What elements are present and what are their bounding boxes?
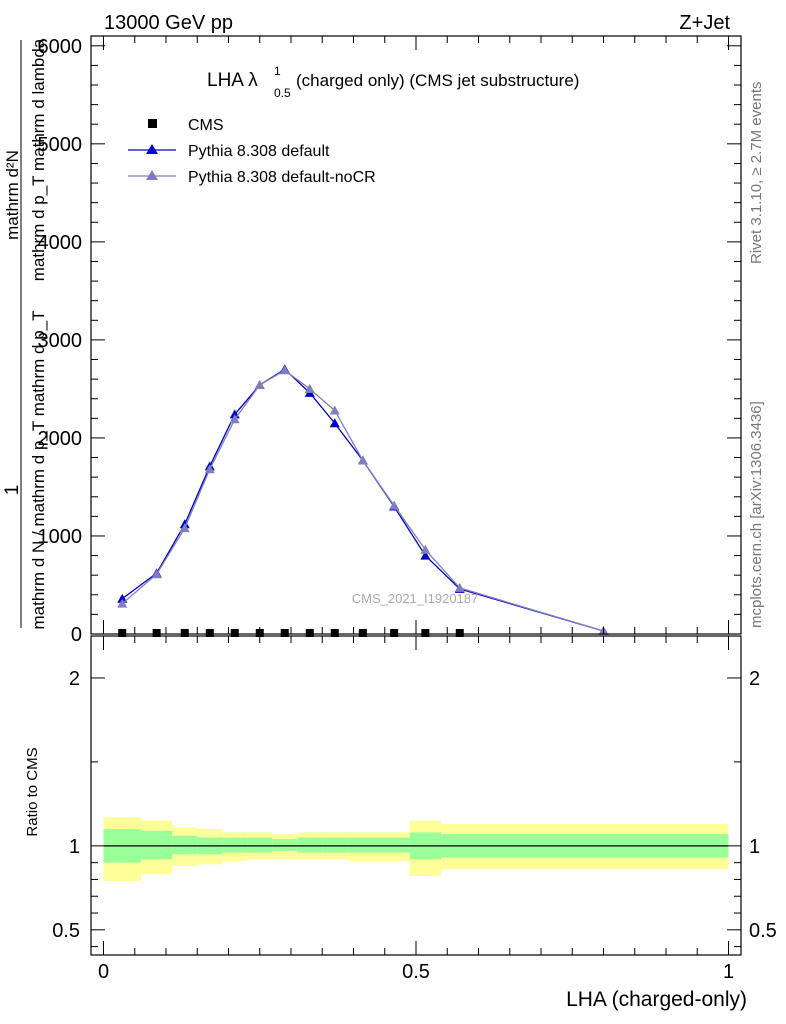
ratio-y-tick-label-left: 0.5 — [52, 920, 80, 942]
ratio-band-inner — [272, 839, 298, 851]
ratio-y-tick-label-right: 2 — [749, 668, 760, 690]
ratio-panel-bands — [103, 817, 729, 882]
main-y-tick-label: 0 — [71, 624, 82, 646]
main-y-tick-label: 4000 — [38, 232, 83, 254]
cms-data-point — [455, 629, 464, 637]
pythia-default-point — [420, 550, 431, 560]
analysis-watermark: CMS_2021_I1920187 — [352, 591, 479, 606]
ratio-y-tick-label-right: 0.5 — [749, 920, 777, 942]
legend-default-label: Pythia 8.308 default — [188, 143, 330, 160]
legend-default-marker — [146, 144, 158, 154]
ratio-band-inner — [141, 830, 173, 860]
main-y-tick-label: 5000 — [38, 134, 83, 156]
ylabel-lower: mathrm d N / mathrm d p_T mathrm d p_T — [29, 311, 48, 630]
pythia-nocr-point — [420, 544, 431, 554]
main-y-tick-label: 1000 — [38, 526, 83, 548]
pythia-nocr-point — [204, 464, 215, 474]
ratio-band-inner — [222, 837, 248, 853]
cms-data-point — [330, 629, 339, 637]
ratio-band-inner — [172, 835, 198, 855]
plot-title-sub: 0.5 — [274, 86, 291, 100]
main-y-tick-label: 2000 — [38, 428, 83, 450]
x-axis-label: LHA (charged-only) — [566, 988, 747, 1011]
plot-title-rest: (charged only) (CMS jet substructure) — [296, 71, 579, 90]
ylabel-numerator: mathrm d²N — [3, 150, 22, 240]
main-y-tick-label: 3000 — [38, 330, 83, 352]
pythia-nocr-point — [454, 582, 465, 592]
cms-data-point — [305, 629, 314, 637]
ratio-band-inner — [297, 837, 323, 853]
cms-data-point — [390, 629, 399, 637]
cms-data-point — [358, 629, 367, 637]
main-y-axis-label: 1 mathrm d²N mathrm d p_T mathrm d lambd… — [2, 38, 48, 629]
ratio-y-tick-label-left: 2 — [69, 668, 80, 690]
ratio-y-axis-label: Ratio to CMS — [24, 747, 41, 836]
pythia-nocr-point — [254, 379, 265, 389]
cms-data-point — [230, 629, 239, 637]
legend-nocr-label: Pythia 8.308 default-noCR — [188, 169, 376, 186]
pythia-default-line — [121, 368, 604, 632]
pythia-default-point — [329, 418, 340, 428]
ratio-y-tick-label-right: 1 — [749, 836, 760, 858]
pythia-nocr-point — [304, 383, 315, 393]
cms-data-point — [180, 629, 189, 637]
pythia-nocr-point — [279, 365, 290, 375]
cms-data-point — [118, 629, 127, 637]
ylabel-one: 1 — [2, 485, 23, 496]
ratio-panel-frame — [90, 635, 742, 956]
x-tick-label: 0 — [98, 961, 109, 983]
cms-data-point — [421, 629, 430, 637]
main-panel-series — [117, 364, 609, 637]
header-energy: 13000 GeV pp — [104, 12, 233, 34]
pythia-nocr-point — [179, 523, 190, 533]
pythia-nocr-point — [117, 598, 128, 608]
legend-cms-label: CMS — [188, 117, 224, 134]
pythia-nocr-point — [229, 414, 240, 424]
pythia-nocr-point — [389, 500, 400, 510]
main-y-tick-label: 6000 — [38, 36, 83, 58]
ratio-band-inner — [322, 837, 348, 853]
pythia-nocr-point — [329, 405, 340, 415]
x-tick-label: 1 — [723, 961, 734, 983]
pythia-nocr-point — [357, 455, 368, 465]
ratio-band-inner — [378, 837, 410, 853]
plot-title-main: LHA λ — [207, 70, 258, 91]
legend: CMS Pythia 8.308 default Pythia 8.308 de… — [128, 117, 376, 186]
header-process: Z+Jet — [679, 12, 730, 34]
pythia-default-point — [117, 593, 128, 603]
plot-title-sup: 1 — [274, 64, 281, 78]
ratio-band-inner — [347, 837, 379, 853]
rivet-version: Rivet 3.1.10, ≥ 2.7M events — [748, 82, 765, 265]
legend-cms-marker — [148, 119, 157, 128]
ratio-y-tick-label-left: 1 — [69, 836, 80, 858]
ylabel-denominator: mathrm d p_T mathrm d lambda — [29, 38, 48, 281]
pythia-nocr-line — [121, 369, 604, 632]
x-tick-label: 0.5 — [402, 961, 430, 983]
pythia-nocr-point — [151, 569, 162, 579]
legend-nocr-marker — [146, 170, 158, 180]
cms-data-point — [205, 629, 214, 637]
axes: 0 1000 2000 3000 4000 5000 6000 0 0.5 1 0.5 0.5 1 1 2 2 — [38, 35, 777, 983]
plot-title: LHA λ — [207, 70, 258, 91]
cms-data-point — [280, 629, 289, 637]
ratio-band-inner — [247, 837, 273, 853]
cms-data-point — [152, 629, 161, 637]
mcplots-credit: mcplots.cern.ch [arXiv:1306.3436] — [748, 401, 765, 628]
